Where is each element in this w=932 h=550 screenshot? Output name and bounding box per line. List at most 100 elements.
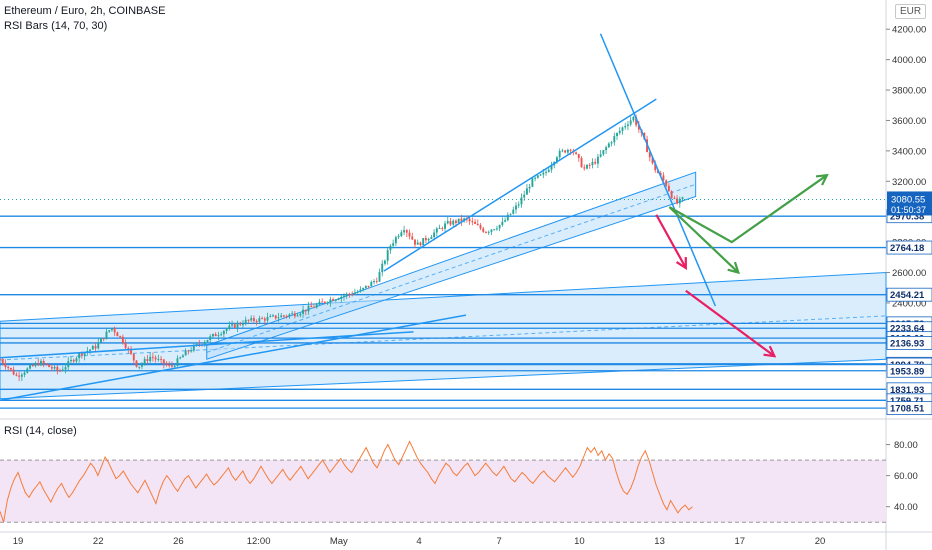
- candle-body: [225, 328, 228, 331]
- candle-body: [632, 116, 635, 121]
- candle-body: [184, 350, 187, 356]
- candle-body: [29, 365, 31, 369]
- candle-body: [326, 302, 329, 304]
- candle-body: [449, 221, 452, 225]
- candle-body: [446, 221, 449, 224]
- candle-body: [222, 330, 225, 335]
- candle-body: [373, 281, 375, 283]
- candle-body: [539, 174, 542, 176]
- candle-body: [143, 359, 146, 364]
- time-tick-label: 22: [93, 536, 104, 547]
- time-tick-label: 20: [815, 536, 826, 547]
- candle-body: [293, 313, 296, 317]
- candle-body: [575, 152, 578, 155]
- candle-body: [504, 220, 507, 222]
- candle-body: [386, 250, 389, 261]
- candle-body: [414, 239, 416, 245]
- channel-1: [0, 272, 887, 400]
- candle-body: [547, 169, 550, 172]
- candle-body: [130, 348, 133, 354]
- time-tick-label: 4: [416, 536, 421, 547]
- price-level-tag-text: 2764.18: [890, 243, 924, 254]
- candle-body: [474, 221, 477, 224]
- candle-body: [285, 315, 288, 317]
- candle-body: [176, 358, 179, 366]
- candle-body: [151, 356, 154, 358]
- trendline-3: [0, 314, 467, 402]
- price-level-tag-text: 1708.51: [890, 404, 925, 415]
- candle-body: [626, 124, 629, 127]
- price-level-tag-3: [886, 287, 932, 302]
- candle-body: [340, 296, 343, 300]
- candle-body: [280, 315, 283, 318]
- chart-title[interactable]: Ethereum / Euro, 2h, COINBASE: [4, 5, 166, 17]
- candle-body: [435, 228, 438, 233]
- candle-body: [23, 372, 26, 375]
- candle-body: [70, 359, 72, 362]
- candle-body: [288, 314, 291, 317]
- candle-body: [154, 357, 157, 360]
- price-tick-label: 4000.00: [892, 55, 926, 66]
- candle-body: [392, 243, 395, 246]
- candle-body: [100, 338, 102, 343]
- candle-body: [397, 236, 400, 238]
- candle-body: [384, 260, 386, 264]
- candle-body: [403, 230, 406, 233]
- candle-body: [485, 231, 487, 233]
- channel-midline-2: [206, 183, 696, 353]
- candle-body: [244, 319, 247, 325]
- candle-body: [348, 293, 351, 295]
- candle-body: [520, 197, 523, 205]
- candle-body: [157, 358, 160, 360]
- arrowhead-1: [815, 173, 829, 186]
- candle-body: [635, 116, 638, 126]
- rsi-line: [0, 440, 693, 523]
- candle-body: [277, 317, 280, 319]
- candle-body: [618, 130, 621, 133]
- time-tick-label: 13: [654, 536, 665, 547]
- candle-body: [75, 358, 78, 362]
- candle-body: [471, 221, 474, 223]
- candle-body: [599, 154, 602, 157]
- candle-body: [405, 230, 408, 233]
- candle-body: [203, 341, 206, 345]
- candle-body: [217, 335, 220, 337]
- candle-body: [206, 339, 209, 342]
- candle-body: [72, 359, 75, 362]
- candle-body: [56, 366, 59, 371]
- candle-body: [64, 367, 67, 370]
- indicator-legend[interactable]: RSI Bars (14, 70, 30): [4, 20, 108, 32]
- price-tick-label: 4200.00: [892, 25, 926, 36]
- candle-body: [242, 324, 244, 326]
- candle-body: [345, 293, 348, 296]
- candle-body: [648, 152, 651, 158]
- candle-body: [190, 350, 193, 352]
- candle-body: [621, 127, 624, 131]
- price-level-tag-text: 2233.64: [890, 324, 925, 335]
- candle-body: [411, 236, 414, 240]
- candle-body: [78, 353, 81, 359]
- candle-body: [236, 323, 239, 328]
- candle-body: [444, 223, 446, 229]
- candle-body: [583, 167, 586, 169]
- candle-body: [296, 315, 299, 317]
- candle-body: [0, 359, 1, 361]
- time-tick-label: May: [330, 536, 348, 547]
- candle-body: [332, 299, 335, 301]
- candle-body: [80, 353, 83, 356]
- candle-body: [400, 232, 403, 237]
- candle-body: [146, 359, 149, 362]
- candle-body: [594, 161, 597, 164]
- candle-body: [624, 126, 627, 128]
- currency-button[interactable]: EUR: [895, 4, 927, 19]
- candle-body: [97, 342, 100, 349]
- rsi-pane-title[interactable]: RSI (14, close): [4, 425, 77, 437]
- candle-body: [266, 317, 269, 321]
- candle-body: [302, 309, 305, 314]
- candle-body: [20, 374, 23, 377]
- candle-body: [441, 227, 444, 229]
- candle-body: [438, 227, 441, 229]
- candle-body: [307, 305, 310, 312]
- price-tick-label: 3400.00: [892, 146, 926, 157]
